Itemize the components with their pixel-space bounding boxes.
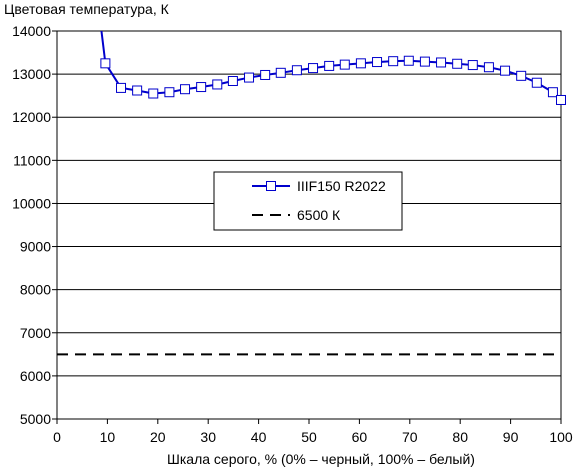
legend-label-series-1: IIIF150 R2022: [297, 178, 386, 194]
series-line-1: [100, 31, 561, 101]
y-tick-label: 13000: [12, 66, 51, 82]
y-tick-label: 5000: [20, 411, 51, 427]
data-point: [324, 60, 335, 71]
x-tick-label: 60: [352, 429, 368, 445]
legend-box: [213, 171, 403, 231]
x-axis: 0 10 20 30 40 50 60 70 80 90 100: [53, 419, 573, 445]
x-tick-label: 10: [100, 429, 116, 445]
data-point: [419, 56, 430, 67]
data-point: [148, 88, 159, 99]
data-point: [308, 63, 319, 74]
data-point: [531, 77, 542, 88]
y-tick-label: 12000: [12, 109, 51, 125]
data-point: [452, 58, 463, 69]
data-point: [403, 55, 414, 66]
x-tick-label: 20: [150, 429, 166, 445]
y-tick-label: 9000: [20, 239, 51, 255]
x-axis-title: Шкала серого, % (0% – черный, 100% – бел…: [167, 451, 475, 467]
x-tick-label: 0: [53, 429, 61, 445]
data-point: [556, 94, 566, 105]
data-point: [100, 58, 111, 69]
y-tick-label: 8000: [20, 282, 51, 298]
data-point: [244, 72, 255, 83]
x-tick-label: 50: [301, 429, 317, 445]
y-axis-title: Цветовая температура, К: [4, 1, 170, 17]
legend: IIIF150 R2022 6500 К: [213, 171, 403, 231]
data-point: [212, 79, 223, 90]
data-point: [355, 58, 366, 69]
data-point: [436, 57, 447, 68]
data-point: [339, 59, 350, 70]
data-point: [388, 56, 399, 67]
y-axis: 5000 6000 7000 8000 9000 10000 11000 12000 13000…: [12, 23, 57, 427]
legend-marker-series-1: [266, 181, 276, 191]
y-tick-label: 10000: [12, 195, 51, 211]
legend-label-reference: 6500 К: [297, 207, 341, 223]
x-tick-label: 40: [251, 429, 267, 445]
y-tick-label: 11000: [13, 152, 51, 168]
x-tick-label: 90: [503, 429, 519, 445]
data-point: [275, 67, 286, 78]
x-tick-label: 70: [402, 429, 418, 445]
y-tick-label: 7000: [20, 325, 51, 341]
data-point: [132, 85, 143, 96]
data-point: [483, 62, 494, 73]
x-tick-label: 30: [200, 429, 216, 445]
series-layer: [57, 31, 566, 356]
data-point: [467, 60, 478, 71]
data-point: [196, 82, 207, 93]
data-point: [164, 87, 175, 98]
data-point: [180, 84, 191, 95]
y-tick-label: 14000: [12, 23, 51, 39]
data-point: [547, 87, 558, 98]
data-point: [372, 57, 383, 68]
data-point: [500, 65, 511, 76]
data-point: [516, 70, 527, 81]
data-point: [260, 69, 271, 80]
x-tick-label: 80: [452, 429, 468, 445]
data-point: [291, 65, 302, 76]
data-point: [227, 76, 238, 87]
x-tick-label: 100: [549, 429, 573, 445]
y-tick-label: 6000: [20, 368, 51, 384]
data-point: [116, 82, 127, 93]
